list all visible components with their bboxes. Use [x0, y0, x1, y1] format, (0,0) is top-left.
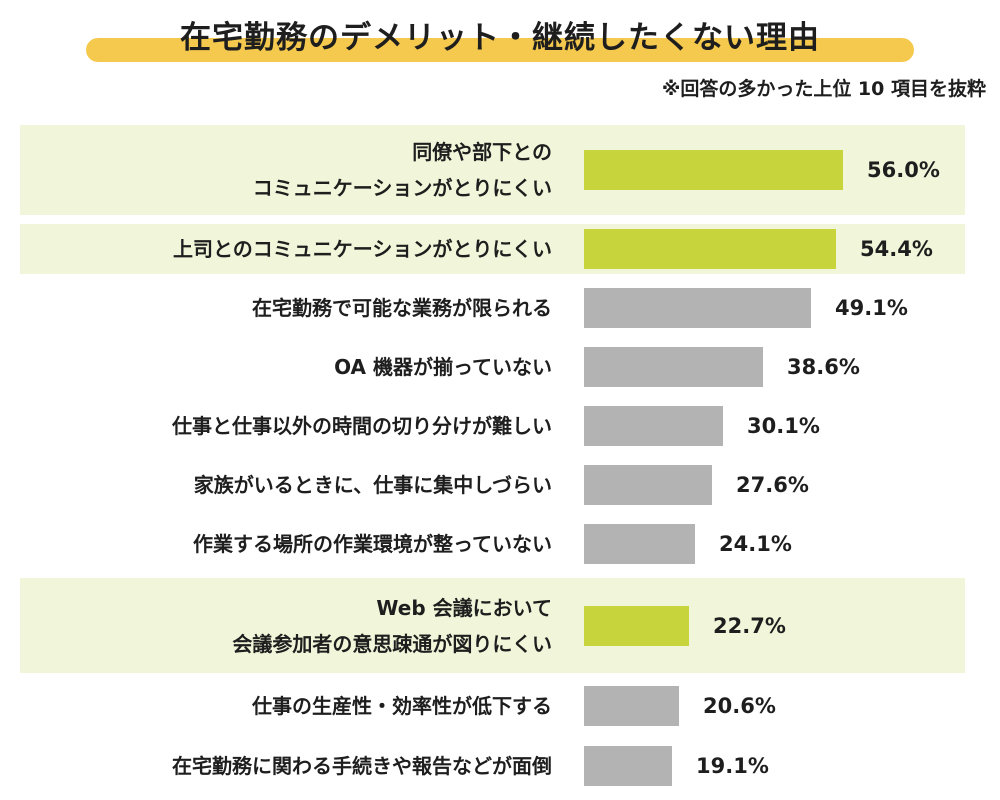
bar [584, 406, 723, 446]
chart-row: 作業する場所の作業環境が整っていない 24.1% [20, 519, 965, 569]
value-label: 20.6% [703, 694, 776, 718]
category-label: 仕事と仕事以外の時間の切り分けが難しい [20, 408, 552, 444]
category-label-line: 仕事の生産性・効率性が低下する [252, 694, 552, 718]
value-label: 49.1% [835, 296, 908, 320]
chart-row: 仕事と仕事以外の時間の切り分けが難しい 30.1% [20, 401, 965, 451]
value-label: 38.6% [787, 355, 860, 379]
chart-row: 在宅勤務に関わる手続きや報告などが面倒 19.1% [20, 738, 965, 794]
category-label: 在宅勤務で可能な業務が限られる [20, 290, 552, 326]
category-label-line: コミュニケーションがとりにくい [252, 176, 552, 200]
category-label: Web 会議において会議参加者の意思疎通が図りにくい [20, 590, 552, 662]
category-label-line: 在宅勤務に関わる手続きや報告などが面倒 [172, 754, 552, 778]
category-label-line: OA 機器が揃っていない [334, 355, 552, 379]
chart-row: 仕事の生産性・効率性が低下する 20.6% [20, 681, 965, 731]
chart-row: Web 会議において会議参加者の意思疎通が図りにくい 22.7% [20, 578, 965, 673]
value-label: 27.6% [736, 473, 809, 497]
category-label-line: 上司とのコミュニケーションがとりにくい [173, 237, 552, 261]
category-label-line: 作業する場所の作業環境が整っていない [193, 532, 552, 556]
category-label: 家族がいるときに、仕事に集中しづらい [20, 467, 552, 503]
bar [584, 746, 672, 786]
category-label: OA 機器が揃っていない [20, 349, 552, 385]
bar [584, 229, 836, 269]
bar [584, 465, 712, 505]
category-label: 作業する場所の作業環境が整っていない [20, 526, 552, 562]
value-label: 56.0% [867, 158, 940, 182]
category-label-line: Web 会議において [376, 595, 552, 620]
chart-row: 在宅勤務で可能な業務が限られる 49.1% [20, 283, 965, 333]
category-label: 同僚や部下とのコミュニケーションがとりにくい [20, 134, 552, 206]
category-label-line: 家族がいるときに、仕事に集中しづらい [193, 473, 552, 497]
category-label: 仕事の生産性・効率性が低下する [20, 688, 552, 724]
value-label: 54.4% [860, 237, 933, 261]
bar [584, 686, 679, 726]
bar [584, 347, 763, 387]
chart-row: 上司とのコミュニケーションがとりにくい 54.4% [20, 224, 965, 274]
title-area: 在宅勤務のデメリット・継続したくない理由 [0, 0, 1000, 70]
chart-note: ※回答の多かった上位 10 項目を抜粋 [661, 78, 986, 100]
chart-row: 同僚や部下とのコミュニケーションがとりにくい 56.0% [20, 125, 965, 215]
bar [584, 288, 811, 328]
category-label-line: 仕事と仕事以外の時間の切り分けが難しい [172, 414, 552, 438]
title-underline [86, 38, 914, 62]
value-label: 22.7% [713, 613, 786, 638]
chart-row: OA 機器が揃っていない 38.6% [20, 342, 965, 392]
chart-row: 家族がいるときに、仕事に集中しづらい 27.6% [20, 460, 965, 510]
category-label-line: 同僚や部下との [412, 140, 552, 164]
category-label: 在宅勤務に関わる手続きや報告などが面倒 [20, 748, 552, 784]
category-label: 上司とのコミュニケーションがとりにくい [20, 231, 552, 267]
bar [584, 605, 689, 646]
bar [584, 524, 695, 564]
category-label-line: 在宅勤務で可能な業務が限られる [252, 296, 552, 320]
value-label: 19.1% [696, 754, 769, 778]
value-label: 30.1% [747, 414, 820, 438]
chart-title: 在宅勤務のデメリット・継続したくない理由 [180, 20, 820, 56]
bar [584, 150, 843, 190]
value-label: 24.1% [719, 532, 792, 556]
category-label-line: 会議参加者の意思疎通が図りにくい [232, 631, 552, 656]
